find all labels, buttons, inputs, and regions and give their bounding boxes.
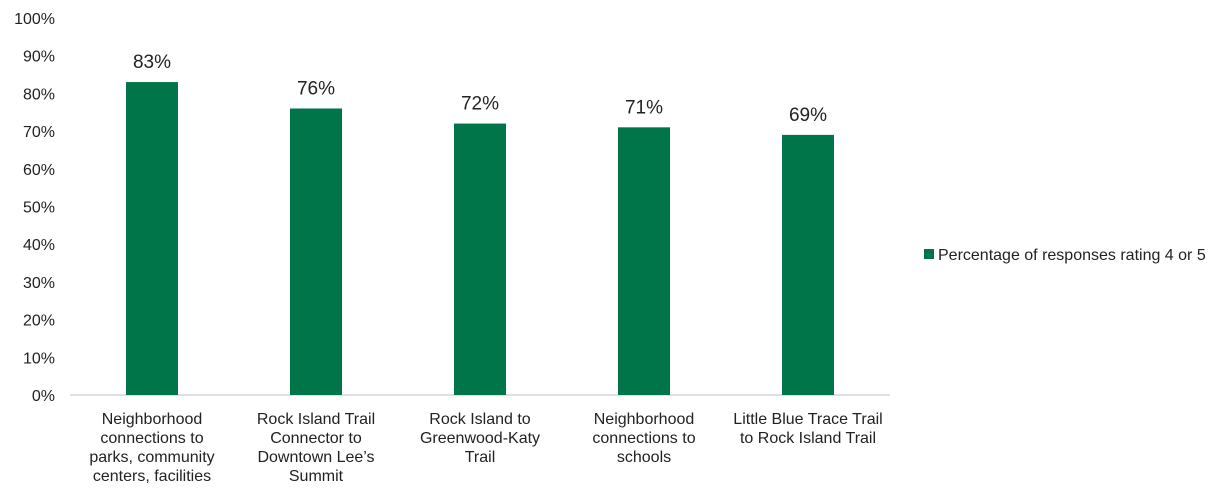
y-tick-label: 60% — [23, 162, 55, 179]
y-tick-label: 50% — [23, 200, 55, 217]
bar — [454, 123, 506, 395]
category-labels: Neighborhood connections to parks, communi… — [89, 411, 882, 485]
x-tick-label: Rock Island Trail Connector to Downtown Le… — [257, 411, 375, 485]
legend: Percentage of responses rating 4 or 5 — [924, 247, 1206, 264]
y-tick-label: 30% — [23, 275, 55, 292]
data-label: 71% — [625, 97, 663, 118]
bar — [782, 134, 834, 395]
y-tick-label: 70% — [23, 124, 55, 141]
y-tick-label: 40% — [23, 237, 55, 254]
y-tick-label: 80% — [23, 86, 55, 103]
data-label: 76% — [297, 78, 335, 99]
x-tick-label: Neighborhood connections to schools — [592, 411, 695, 466]
bar — [618, 127, 670, 395]
y-tick-label: 20% — [23, 313, 55, 330]
data-label: 83% — [133, 52, 171, 73]
x-tick-label: Little Blue Trace Trail to Rock Island Tr… — [733, 411, 882, 447]
y-tick-label: 10% — [23, 350, 55, 367]
x-tick-label: Neighborhood connections to parks, communi… — [89, 411, 214, 485]
x-tick-label: Rock Island to Greenwood-Katy Trail — [420, 411, 540, 466]
data-label: 69% — [789, 105, 827, 126]
bar — [290, 108, 342, 395]
data-labels: 83% 76% 72% 71% 69% — [133, 52, 827, 126]
data-label: 72% — [461, 94, 499, 115]
bars — [126, 82, 834, 395]
bar — [126, 82, 178, 395]
y-tick-label: 90% — [23, 49, 55, 66]
y-tick-label: 0% — [32, 388, 55, 405]
y-axis-ticks: 0% 10% 20% 30% 40% 50% 60% 70% 80% 90% 100% — [14, 11, 55, 405]
legend-swatch — [924, 249, 934, 259]
y-tick-label: 100% — [14, 11, 55, 28]
legend-label: Percentage of responses rating 4 or 5 — [938, 247, 1206, 264]
